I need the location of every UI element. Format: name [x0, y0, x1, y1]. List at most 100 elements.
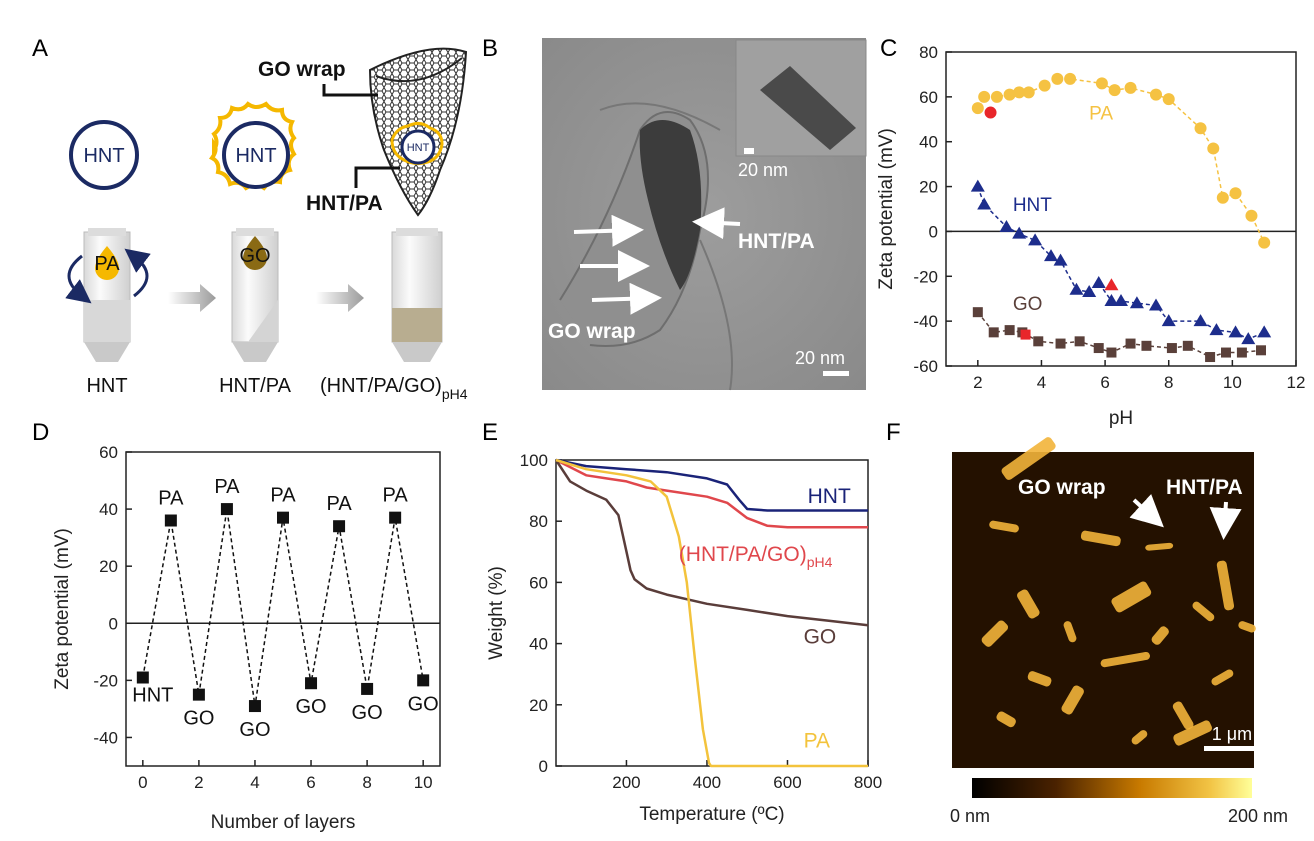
tem-arrow-3 [591, 282, 662, 315]
afm-scale-bar [1204, 746, 1262, 751]
inset-scale-label: 20 nm [738, 160, 788, 180]
series-line [555, 458, 868, 512]
step-arrow-1 [168, 284, 216, 312]
data-point [1207, 142, 1220, 155]
data-point [1053, 253, 1068, 266]
data-point [1091, 276, 1106, 289]
afm-flake [981, 620, 1009, 647]
panel-label-b: B [482, 35, 498, 62]
data-point [1194, 122, 1207, 135]
panel-label-c: C [880, 35, 897, 62]
x-tick-label: 0 [138, 773, 147, 792]
afm-scale-label: 1 μm [1212, 724, 1252, 744]
tube-1: PA [65, 228, 151, 362]
data-point [164, 514, 177, 527]
annot-hnt-pa-f: HNT/PA [1166, 476, 1243, 499]
data-point [1125, 338, 1136, 349]
x-tick-label: 600 [773, 773, 801, 792]
afm-flake [1100, 651, 1150, 668]
drop-label-go: GO [239, 245, 270, 267]
y-tick-label: -20 [913, 267, 938, 286]
data-point [220, 503, 233, 516]
y-tick-label: 0 [539, 757, 548, 776]
point-label: PA [158, 488, 184, 510]
afm-colorbar [972, 778, 1252, 798]
afm-arrow-go [1129, 493, 1164, 528]
drop-label-pa: PA [94, 253, 120, 275]
y-tick-label: 0 [109, 614, 118, 633]
hnt-go-circle-label: HNT [407, 142, 430, 154]
annot-go-wrap-a-leader [322, 84, 378, 97]
y-tick-label: 20 [99, 557, 118, 576]
afm-flake [1192, 601, 1215, 622]
annot-go-wrap-b: GO wrap [548, 320, 636, 343]
annot-hnt-pa-a: HNT/PA [306, 192, 383, 215]
data-point [248, 700, 261, 713]
hnt-pa-circle [222, 121, 290, 189]
panel-f-afm-image: GO wrap HNT/PA 1 μm 0 nm 200 nm [950, 437, 1288, 826]
y-tick-label: -40 [913, 312, 938, 331]
data-point [1012, 226, 1027, 239]
afm-flake [1216, 560, 1235, 611]
data-point [1051, 72, 1064, 85]
y-tick-label: 100 [520, 451, 548, 470]
y-axis-label: Zeta potential (mV) [52, 528, 73, 690]
data-point [988, 327, 999, 338]
series-label-go: GO [1013, 294, 1043, 315]
data-point [1236, 347, 1247, 358]
point-label: HNT [132, 685, 173, 707]
x-tick-label: 8 [362, 773, 371, 792]
chart-d-zeta-vs-layers: 0 2 4 6 8 10 -40 -20 0 20 40 60 Number of layers Zeta… [52, 443, 441, 833]
data-point [1106, 347, 1117, 358]
data-point [1221, 347, 1231, 358]
x-tick-label: 6 [1100, 373, 1109, 392]
data-point [333, 520, 346, 533]
afm-flake [989, 520, 1019, 533]
point-label: GO [352, 702, 383, 724]
data-point [984, 106, 997, 119]
x-axis-label: Number of layers [211, 812, 356, 833]
x-tick-label: 4 [1037, 373, 1046, 392]
data-point [1245, 209, 1258, 222]
data-point [971, 102, 984, 115]
panel-label-f: F [886, 419, 901, 446]
afm-arrow-hnt [1209, 501, 1242, 540]
hnt-tube-shadow [639, 120, 702, 290]
data-point [1256, 345, 1266, 356]
afm-flake [1027, 671, 1052, 687]
afm-flake [996, 711, 1016, 728]
y-tick-label: 0 [929, 222, 938, 241]
data-point [1258, 236, 1271, 249]
data-point [1038, 79, 1051, 92]
y-axis-label: Weight (%) [486, 566, 507, 660]
data-point [1069, 282, 1084, 295]
series-line [554, 459, 869, 627]
data-point [192, 688, 205, 701]
chart-e-tga: 200 400 600 800 0 20 40 60 80 100 Temperature (ºC)… [486, 451, 882, 825]
data-point [1022, 86, 1035, 99]
step-label-2: HNT/PA [219, 375, 292, 397]
data-point [1104, 278, 1119, 291]
y-tick-label: 80 [919, 43, 938, 62]
x-tick-label: 2 [194, 773, 203, 792]
data-point [1209, 323, 1224, 336]
y-tick-label: 20 [529, 696, 548, 715]
afm-flakes [981, 437, 1256, 746]
main-scale-label: 20 nm [795, 348, 845, 368]
data-point [1228, 325, 1243, 338]
data-point [978, 90, 991, 103]
step-label-3: (HNT/PA/GO)pH4 [320, 375, 468, 402]
series-label: GO [804, 626, 837, 649]
data-point [1020, 329, 1031, 340]
point-label: GO [295, 696, 326, 718]
point-label: GO [239, 719, 270, 741]
annot-go-wrap-f: GO wrap [1018, 476, 1106, 499]
data-point [417, 674, 430, 687]
data-point [1229, 187, 1242, 200]
point-label: GO [183, 708, 214, 730]
x-tick-label: 400 [693, 773, 721, 792]
y-tick-label: 60 [919, 88, 938, 107]
colorbar-max-label: 200 nm [1228, 806, 1288, 826]
x-tick-label: 2 [973, 373, 982, 392]
data-point [1182, 340, 1193, 351]
